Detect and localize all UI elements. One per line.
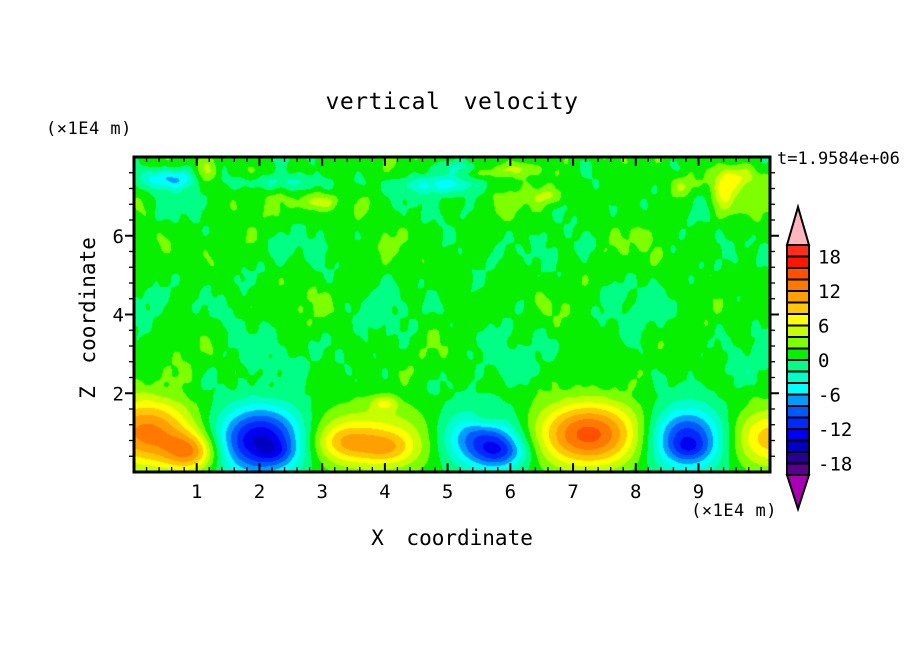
colorbar-tick-label: 18 (818, 247, 841, 269)
x-axis-units-label: (×1E4 m) (691, 501, 777, 521)
x-tick-label: 4 (379, 481, 390, 503)
colorbar-tick-label: 12 (818, 281, 841, 303)
x-tick-label: 1 (191, 481, 202, 503)
z-tick-label: 4 (113, 305, 124, 327)
z-axis-title: Z coordinate (76, 237, 100, 399)
axes-and-ticks: 1 2 3 4 5 6 7 8 9 2 4 6 (113, 155, 779, 503)
colorbar-tick-label: -12 (818, 419, 852, 441)
z-axis-units-label: (×1E4 m) (46, 119, 132, 139)
colorbar-tick-label: -6 (818, 385, 841, 407)
z-tick-label: 2 (113, 383, 124, 405)
contour-field (134, 157, 770, 472)
x-tick-label: 7 (567, 481, 578, 503)
colorbar-tick-label: 0 (818, 350, 829, 372)
plot-title: vertical velocity (325, 89, 579, 115)
x-axis-title: X coordinate (371, 526, 533, 550)
x-tick-label: 8 (630, 481, 641, 503)
colorbar: 18 12 6 0 -6 -12 -18 (785, 203, 852, 513)
x-tick-label: 6 (505, 481, 516, 503)
time-label: t=1.9584e+06 (777, 149, 900, 169)
z-tick-label: 6 (113, 226, 124, 248)
x-tick-label: 3 (316, 481, 327, 503)
x-tick-label: 5 (442, 481, 453, 503)
colorbar-tick-label: -18 (818, 454, 852, 476)
colorbar-tick-label: 6 (818, 316, 829, 338)
x-tick-label: 2 (254, 481, 265, 503)
x-tick-label: 9 (693, 481, 704, 503)
